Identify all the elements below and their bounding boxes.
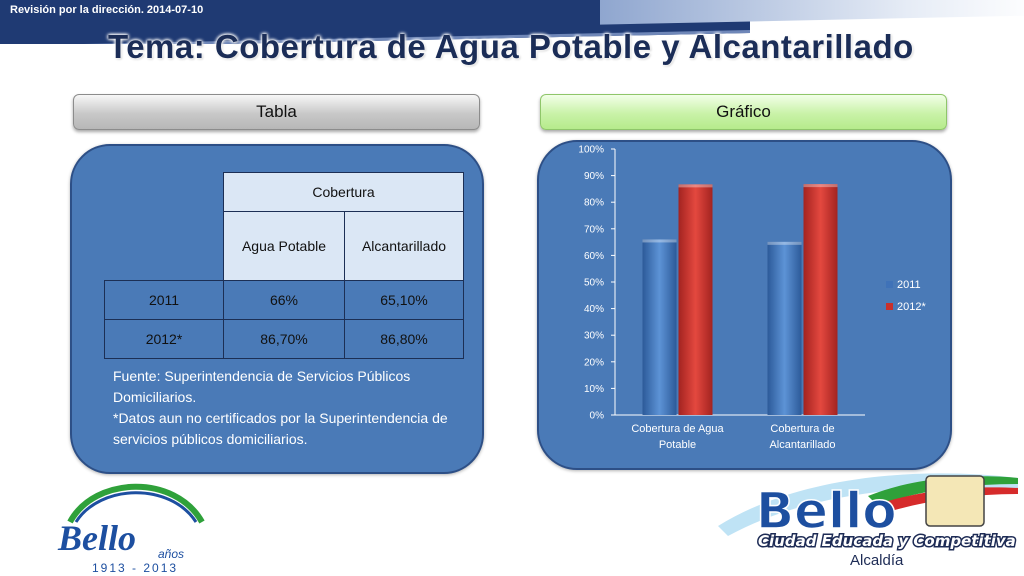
header-note: Revisión por la dirección. 2014-07-10: [10, 4, 204, 16]
logo-right-sub: Alcaldía: [850, 552, 904, 569]
page-title: Tema: Cobertura de Agua Potable y Alcant…: [108, 28, 914, 65]
table-row-label: 2011: [104, 280, 224, 320]
logo-left-years: 1913 - 2013: [92, 561, 178, 575]
x-tick-label: Potable: [659, 439, 696, 451]
coverage-bar-chart: 0% 10% 20% 30% 40% 50% 60% 70% 80% 90% 100% Cobertu…: [578, 145, 926, 452]
y-tick-label: 80%: [584, 198, 604, 209]
x-tick-label: Cobertura de: [770, 423, 834, 435]
bar-2011-1: [767, 241, 802, 415]
x-tick-label: Alcantarillado: [769, 439, 835, 451]
y-tick-label: 0%: [590, 411, 605, 422]
bar-top-highlight: [803, 184, 838, 188]
table-cell: 86,70%: [223, 319, 345, 359]
table-row: 2011 66% 65,10%: [104, 280, 464, 320]
bar-2011-0: [642, 239, 677, 415]
logo-right-main: Bello: [756, 482, 897, 540]
table-row-label: 2012*: [104, 319, 224, 359]
bar-2012-0: [678, 184, 713, 415]
tab-tabla[interactable]: Tabla: [73, 94, 480, 130]
logo-left-years-word: años: [158, 547, 184, 561]
source-line: Fuente: Superintendencia de Servicios Pú…: [113, 368, 411, 405]
y-tick-label: 70%: [584, 224, 604, 235]
bar-2012-1: [803, 184, 838, 415]
y-tick-label: 50%: [584, 278, 604, 289]
y-tick-label: 10%: [584, 384, 604, 395]
table-group-header: Cobertura: [223, 172, 464, 212]
bar-top-highlight: [767, 241, 802, 245]
table-header-row: Agua Potable Alcantarillado: [105, 211, 464, 281]
y-tick-label: 40%: [584, 304, 604, 315]
y-tick-label: 20%: [584, 357, 604, 368]
table-header-row: Cobertura: [105, 172, 464, 212]
coverage-table: Cobertura Agua Potable Alcantarillado 20…: [104, 172, 464, 359]
disclaimer-line: *Datos aun no certificados por la Superi…: [113, 410, 448, 447]
legend-swatch: [886, 303, 893, 310]
x-tick-label: Cobertura de Agua: [631, 423, 724, 435]
y-tick-label: 90%: [584, 171, 604, 182]
table-col-header: Agua Potable: [223, 211, 345, 281]
table-cell: 66%: [223, 280, 345, 320]
table-row: 2012* 86,70% 86,80%: [104, 319, 464, 359]
table-cell: 65,10%: [344, 280, 464, 320]
table-cell: 86,80%: [344, 319, 464, 359]
logo-left-main: Bello: [57, 518, 136, 558]
table-col-header: Alcantarillado: [344, 211, 464, 281]
tab-grafico[interactable]: Gráfico: [540, 94, 947, 130]
bello-alcaldia-logo: Bello Ciudad Educada y Competitiva Alcal…: [718, 473, 1018, 569]
legend-label: 2012*: [897, 301, 926, 313]
bello-100-anos-logo: Bello años 1913 - 2013: [57, 483, 205, 575]
y-tick-label: 30%: [584, 331, 604, 342]
y-tick-label: 100%: [578, 145, 604, 156]
source-note: Fuente: Superintendencia de Servicios Pú…: [113, 366, 458, 450]
bar-top-highlight: [642, 239, 677, 243]
coat-of-arms-icon: [925, 475, 985, 527]
bar-top-highlight: [678, 184, 713, 188]
table-corner: [105, 212, 224, 281]
y-tick-label: 60%: [584, 251, 604, 262]
legend-label: 2011: [897, 279, 921, 291]
table-corner: [105, 173, 224, 212]
legend-swatch: [886, 281, 893, 288]
logo-right-slogan: Ciudad Educada y Competitiva: [758, 532, 1016, 550]
